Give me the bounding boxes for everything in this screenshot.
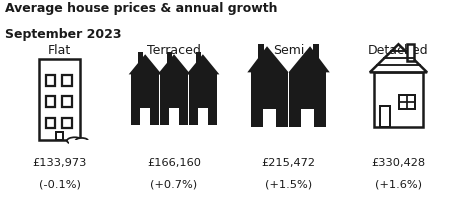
Bar: [289, 73, 326, 127]
Bar: [45, 118, 55, 129]
Bar: [167, 53, 172, 64]
Bar: [138, 53, 143, 64]
Bar: [407, 45, 414, 62]
Bar: [251, 73, 288, 127]
Bar: [301, 110, 314, 127]
Bar: [45, 76, 55, 86]
Bar: [198, 108, 208, 125]
Bar: [62, 97, 72, 107]
Bar: [62, 118, 72, 129]
Bar: [169, 108, 179, 125]
Text: Detached: Detached: [368, 44, 429, 57]
Text: (+0.7%): (+0.7%): [151, 179, 197, 189]
Bar: [160, 75, 188, 125]
Text: September 2023: September 2023: [5, 28, 121, 41]
Bar: [39, 60, 80, 140]
Text: £133,973: £133,973: [33, 157, 87, 167]
Bar: [313, 45, 319, 59]
Bar: [140, 108, 150, 125]
Bar: [45, 97, 55, 107]
Text: £166,160: £166,160: [147, 157, 201, 167]
Polygon shape: [247, 47, 289, 73]
Text: £215,472: £215,472: [262, 157, 316, 167]
Bar: [62, 76, 72, 86]
Bar: [399, 95, 415, 110]
Bar: [380, 106, 390, 127]
Text: Semi: Semi: [273, 44, 304, 57]
Polygon shape: [158, 55, 191, 75]
Polygon shape: [370, 45, 427, 73]
Text: Terraced: Terraced: [147, 44, 201, 57]
Bar: [263, 110, 276, 127]
Bar: [189, 75, 217, 125]
Bar: [375, 73, 422, 127]
Text: Average house prices & annual growth: Average house prices & annual growth: [5, 2, 277, 15]
Text: £330,428: £330,428: [371, 157, 425, 167]
Bar: [56, 133, 63, 140]
Polygon shape: [289, 47, 330, 73]
Text: (+1.5%): (+1.5%): [265, 179, 312, 189]
Circle shape: [76, 138, 88, 144]
Text: (+1.6%): (+1.6%): [375, 179, 422, 189]
Bar: [131, 75, 159, 125]
Text: (-0.1%): (-0.1%): [38, 179, 81, 189]
Bar: [69, 140, 92, 146]
Bar: [258, 45, 264, 59]
Polygon shape: [129, 55, 162, 75]
Circle shape: [67, 138, 82, 144]
Text: Flat: Flat: [48, 44, 71, 57]
Bar: [196, 53, 201, 64]
Polygon shape: [186, 55, 219, 75]
